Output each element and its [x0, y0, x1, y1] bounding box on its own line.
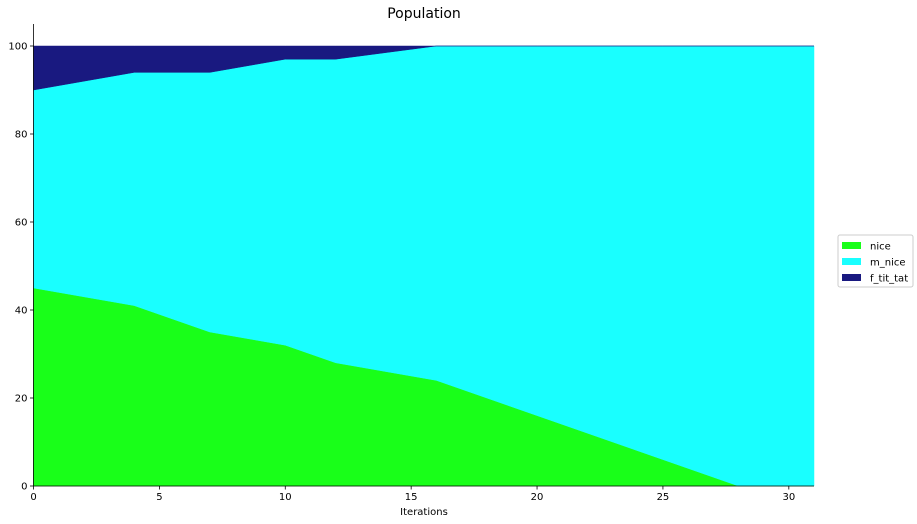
y-tick-label: 20: [15, 394, 28, 405]
legend-swatch-f-tit-tat: [842, 274, 861, 281]
x-axis-label: Iterations: [400, 507, 448, 518]
chart-title: Population: [387, 6, 461, 22]
x-tick-label: 5: [156, 492, 162, 503]
y-tick-label: 80: [15, 130, 28, 141]
stacked-areas: [33, 45, 815, 487]
axes: [33, 24, 814, 487]
x-tick-label: 20: [531, 492, 544, 503]
legend-label-m-nice: m_nice: [870, 258, 906, 269]
x-tick-label: 15: [405, 492, 418, 503]
legend-label-nice: nice: [870, 242, 891, 253]
x-tick-label: 30: [782, 492, 795, 503]
y-axis-ticks: 0 20 40 60 80 100: [8, 42, 34, 493]
y-tick-label: 40: [15, 306, 28, 317]
x-tick-label: 25: [657, 492, 670, 503]
legend-swatch-m-nice: [842, 258, 861, 265]
x-tick-label: 10: [279, 492, 292, 503]
area-f-tit-tat: [33, 45, 814, 91]
x-tick-label: 0: [30, 492, 36, 503]
y-tick-label: 60: [15, 218, 28, 229]
legend-swatch-nice: [842, 242, 861, 249]
legend-label-f-tit-tat: f_tit_tat: [870, 274, 908, 285]
legend: nice m_nice f_tit_tat: [837, 234, 914, 288]
x-axis-ticks: 0 5 10 15 20 25 30: [30, 486, 795, 503]
y-tick-label: 100: [8, 42, 27, 53]
y-tick-label: 0: [21, 482, 27, 493]
